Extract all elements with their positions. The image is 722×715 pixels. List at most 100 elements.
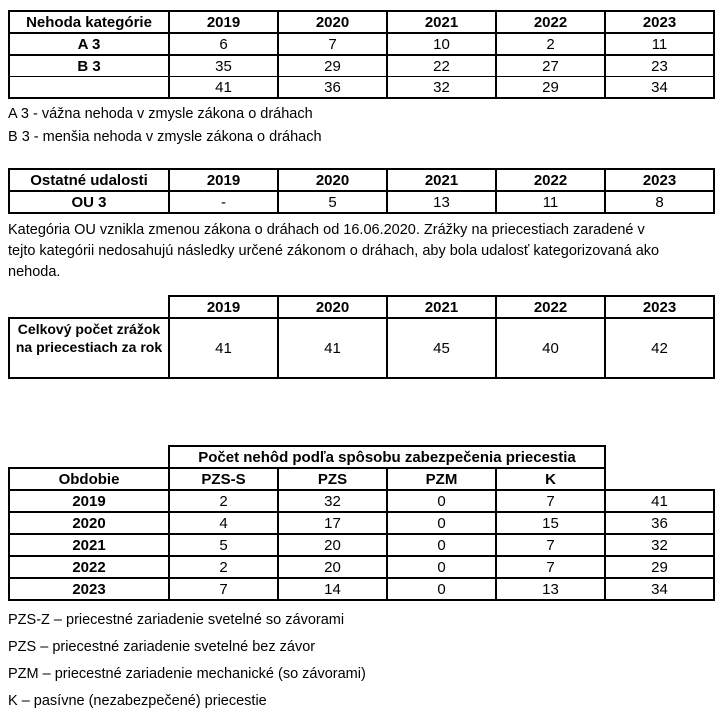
cell-value: 20 [277,555,388,579]
cell-value: 13 [386,190,497,214]
cell-value: 5 [277,190,388,214]
cell-value: 11 [604,32,715,56]
cell-value: 7 [495,489,606,513]
cell-value: 11 [495,190,606,214]
column-header-year: 2021 [386,168,497,192]
cell-value: 8 [604,190,715,214]
cell-value: 41 [168,76,279,99]
table-header-row: 2019 2020 2021 2022 2023 [9,295,715,319]
cell-value: 29 [277,54,388,77]
row-label-line: Celkový počet zrážok [17,321,161,337]
cell-total: 41 [604,489,715,513]
total-collisions-table: 2019 2020 2021 2022 2023 Celkový počet z… [8,295,715,379]
paragraph-line: tejto kategórii nedosahujú následky urče… [8,243,660,259]
table-row-2021: 2021 5 20 0 7 32 [8,533,715,557]
cell-value: 29 [495,76,606,99]
cell-total: 36 [604,511,715,535]
cell-value: 36 [277,76,388,99]
cell-value: 20 [277,533,388,557]
column-header-pzs-s: PZS-S [168,467,279,491]
cell-value: 45 [386,317,497,379]
cell-value: 0 [386,511,497,535]
cell-value: 42 [604,317,715,379]
cell-value: 22 [386,54,497,77]
cell-value: 6 [168,32,279,56]
empty-corner-cell [9,296,169,318]
table-row-2023: 2023 7 14 0 13 34 [8,577,715,601]
cell-value: 2 [495,32,606,56]
row-label-year: 2022 [8,555,170,579]
column-header-year: 2020 [277,295,388,319]
table-row-total: 41 36 32 29 34 [8,76,715,99]
table-header-row: Ostatné udalosti 2019 2020 2021 2022 202… [8,168,715,192]
column-header-k: K [495,467,606,491]
table-row-2019: 2019 2 32 0 7 41 [8,489,715,513]
table-row-a3: A 3 6 7 10 2 11 [8,32,715,56]
row-label-year: 2023 [8,577,170,601]
cell-value: 41 [277,317,388,379]
table-row-2020: 2020 4 17 0 15 36 [8,511,715,535]
group-header: Počet nehôd podľa spôsobu zabezpečenia p… [168,445,606,469]
crossing-protection-table: Počet nehôd podľa spôsobu zabezpečenia p… [8,445,715,601]
column-header-pzs: PZS [277,467,388,491]
cell-value: 4 [168,511,279,535]
note-a3: A 3 - vážna nehoda v zmysle zákona o drá… [8,106,313,122]
empty-cell [605,468,714,490]
row-label: OU 3 [8,190,170,214]
accident-category-table: Nehoda kategórie 2019 2020 2021 2022 202… [8,10,715,99]
column-header-year: 2023 [604,168,715,192]
table-row-2022: 2022 2 20 0 7 29 [8,555,715,579]
paragraph-line: nehoda. [8,264,61,280]
column-header-year: 2022 [495,168,606,192]
column-header-year: 2023 [604,295,715,319]
cell-value: 32 [386,76,497,99]
column-header-pzm: PZM [386,467,497,491]
row-label-year: 2021 [8,533,170,557]
cell-value: 5 [168,533,279,557]
cell-value: 41 [168,317,279,379]
column-header-year: 2023 [604,10,715,34]
other-events-table: Ostatné udalosti 2019 2020 2021 2022 202… [8,168,715,214]
paragraph-line: Kategória OU vznikla zmenou zákona o drá… [8,222,645,238]
cell-value: 35 [168,54,279,77]
column-header-year: 2020 [277,168,388,192]
table-group-header-row: Počet nehôd podľa spôsobu zabezpečenia p… [9,445,714,469]
note-b3: B 3 - menšia nehoda v zmysle zákona o dr… [8,129,322,145]
row-label [8,76,170,99]
column-header-year: 2021 [386,295,497,319]
column-header-year: 2021 [386,10,497,34]
row-label: B 3 [8,54,170,77]
legend-pzm: PZM – priecestné zariadenie mechanické (… [8,666,366,682]
cell-value: 17 [277,511,388,535]
table-row-b3: B 3 35 29 22 27 23 [8,54,715,77]
table-row-ou3: OU 3 - 5 13 11 8 [8,190,715,214]
cell-value: - [168,190,279,214]
cell-value: 2 [168,489,279,513]
cell-value: 27 [495,54,606,77]
cell-value: 0 [386,533,497,557]
table-header-row: Obdobie PZS-S PZS PZM K [8,467,714,491]
empty-corner-cell [9,446,169,468]
cell-value: 0 [386,489,497,513]
cell-value: 13 [495,577,606,601]
row-label-line: na priecestiach za rok [15,339,163,355]
cell-value: 14 [277,577,388,601]
column-header-year: 2020 [277,10,388,34]
cell-value: 40 [495,317,606,379]
column-header-year: 2019 [168,168,279,192]
row-label-year: 2019 [8,489,170,513]
legend-pzs: PZS – priecestné zariadenie svetelné bez… [8,639,316,655]
legend-k: K – pasívne (nezabezpečené) priecestie [8,693,267,709]
column-header-year: 2022 [495,10,606,34]
table-row-totals: Celkový počet zrážok na priecestiach za … [8,317,715,379]
cell-value: 2 [168,555,279,579]
cell-value: 7 [495,533,606,557]
abbreviation-legend: PZS-Z – priecestné zariadenie svetelné s… [8,607,716,715]
empty-cell [605,446,714,468]
cell-value: 7 [168,577,279,601]
category-notes: A 3 - vážna nehoda v zmysle zákona o drá… [8,103,716,149]
column-header-year: 2022 [495,295,606,319]
column-header-category: Nehoda kategórie [8,10,170,34]
row-label-year: 2020 [8,511,170,535]
